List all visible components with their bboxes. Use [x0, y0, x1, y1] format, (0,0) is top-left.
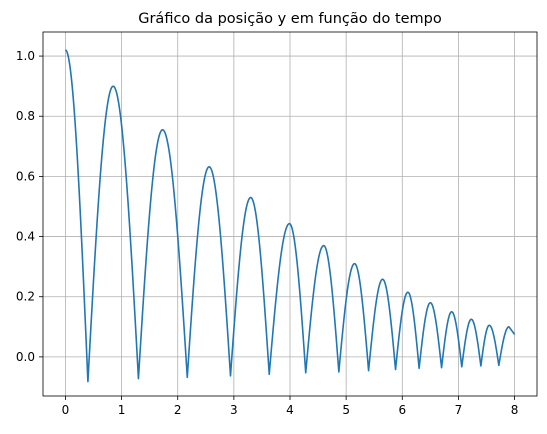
series-layer: [65, 49, 516, 383]
x-tick-label: 1: [118, 403, 126, 417]
series-line: [65, 49, 516, 383]
y-tick-label: 1.0: [16, 49, 35, 63]
x-tick-label: 0: [62, 403, 70, 417]
grid: [43, 32, 537, 396]
y-tick-label: 0.0: [16, 350, 35, 364]
x-tick-label: 6: [398, 403, 406, 417]
plot-frame: [42, 31, 538, 397]
axes: 0 1 2 3 4 5 6 7 8 0.0 0.2 0.4 0.6 0.8 1.0: [16, 49, 518, 417]
x-tick-label: 2: [174, 403, 182, 417]
plot-border: [42, 31, 538, 397]
y-tick-label: 0.2: [16, 290, 35, 304]
y-tick-label: 0.4: [16, 230, 35, 244]
y-tick-label: 0.6: [16, 169, 35, 183]
y-tick-label: 0.8: [16, 109, 35, 123]
chart-title: Gráfico da posição y em função do tempo: [138, 11, 442, 27]
x-tick-label: 5: [342, 403, 350, 417]
x-tick-label: 7: [455, 403, 463, 417]
x-tick-label: 3: [230, 403, 238, 417]
x-tick-label: 4: [286, 403, 294, 417]
x-tick-label: 8: [511, 403, 519, 417]
